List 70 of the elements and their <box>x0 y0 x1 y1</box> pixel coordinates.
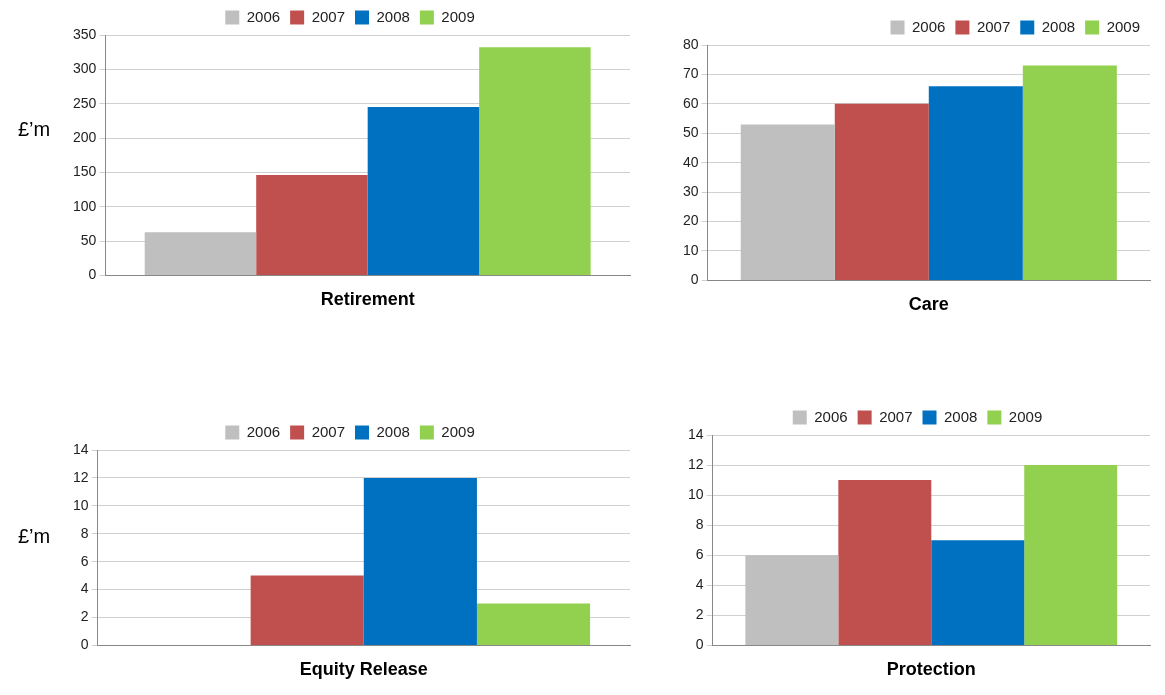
y-tick-label: 2 <box>80 608 89 625</box>
y-tick-label: 8 <box>80 524 89 541</box>
y-tick-label: 8 <box>695 516 704 533</box>
bar <box>1024 465 1118 645</box>
y-tick-label: 12 <box>687 455 704 472</box>
y-tick-label: 6 <box>80 552 89 569</box>
legend-label: 2007 <box>311 7 346 25</box>
y-tick-label: 12 <box>72 468 89 485</box>
y-tick-label: 10 <box>687 485 704 502</box>
y-tick-label: 40 <box>682 153 699 170</box>
y-tick-label: 6 <box>695 546 704 563</box>
bar <box>928 86 1023 280</box>
y-tick-label: 70 <box>682 65 699 82</box>
y-tick-label: 2 <box>695 606 704 623</box>
y-tick-label: 14 <box>687 425 704 442</box>
legend-label: 2009 <box>1106 17 1141 35</box>
y-tick-label: 0 <box>80 636 89 653</box>
bar <box>931 540 1025 645</box>
y-tick-label: 0 <box>695 636 704 653</box>
x-tick-label: Care <box>908 294 949 315</box>
y-tick-label: 50 <box>80 231 97 248</box>
bar <box>144 232 257 275</box>
legend-label: 2009 <box>441 422 475 440</box>
y-tick-label: 20 <box>682 212 699 229</box>
bar <box>834 103 929 280</box>
y-tick-label: 50 <box>682 124 699 141</box>
legend-label: 2009 <box>441 7 475 25</box>
x-tick-label: Equity Release <box>299 659 428 680</box>
bar <box>740 124 835 280</box>
legend-label: 2006 <box>814 407 848 425</box>
y-tick-label: 250 <box>73 94 97 111</box>
y-axis-title: £’m <box>18 525 51 548</box>
legend-label: 2008 <box>376 422 410 440</box>
y-tick-label: 60 <box>682 94 699 111</box>
legend-label: 2007 <box>976 17 1011 35</box>
y-tick-label: 0 <box>690 271 699 288</box>
legend-label: 2008 <box>1041 17 1076 35</box>
bar <box>1022 65 1117 280</box>
legend-label: 2006 <box>246 422 281 440</box>
bar <box>838 480 932 645</box>
y-tick-label: 14 <box>72 440 89 457</box>
legend-label: 2007 <box>879 407 913 425</box>
bar <box>256 175 368 275</box>
bar <box>476 603 591 645</box>
y-tick-label: 150 <box>73 163 97 180</box>
legend-label: 2006 <box>912 17 946 35</box>
bar <box>367 107 480 275</box>
y-tick-label: 4 <box>80 580 89 597</box>
y-tick-label: 300 <box>73 60 97 77</box>
legend-label: 2007 <box>311 422 346 440</box>
x-tick-label: Retirement <box>320 289 415 310</box>
legend-label: 2008 <box>376 7 410 25</box>
y-tick-label: 4 <box>695 576 704 593</box>
bar <box>479 47 591 275</box>
y-tick-label: 200 <box>73 128 97 145</box>
legend-label: 2008 <box>944 407 978 425</box>
bar <box>745 555 839 645</box>
legend-label: 2009 <box>1008 407 1043 425</box>
legend-label: 2006 <box>246 7 281 25</box>
bar <box>250 575 364 645</box>
y-tick-label: 350 <box>73 25 97 42</box>
y-tick-label: 10 <box>682 241 699 258</box>
y-tick-label: 30 <box>682 182 699 199</box>
x-tick-label: Protection <box>886 659 976 680</box>
y-tick-label: 80 <box>682 35 699 52</box>
bar <box>363 477 477 645</box>
y-tick-label: 100 <box>73 197 97 214</box>
y-axis-title: £’m <box>18 118 51 141</box>
y-tick-label: 10 <box>72 496 89 513</box>
y-tick-label: 0 <box>88 266 97 283</box>
